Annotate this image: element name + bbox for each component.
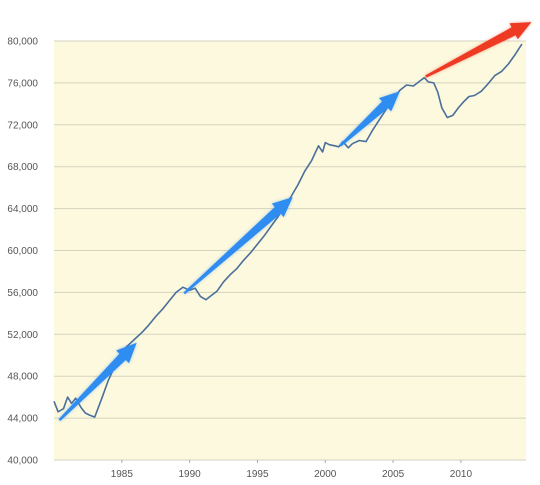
x-tick-label: 2000 <box>314 469 337 480</box>
y-tick-label: 72,000 <box>7 120 38 131</box>
y-tick-label: 76,000 <box>7 78 38 89</box>
trend-arrow <box>425 22 532 78</box>
y-tick-label: 44,000 <box>7 414 38 425</box>
x-tick-label: 1985 <box>111 469 134 480</box>
trend-arrow <box>183 197 293 295</box>
trend-arrows <box>58 22 532 421</box>
x-tick-label: 1990 <box>179 469 202 480</box>
grid <box>54 40 526 461</box>
y-tick-label: 56,000 <box>7 288 38 299</box>
x-axis-tick-labels: 1985 1990 1995 2000 2005 2010 <box>111 460 473 480</box>
y-tick-label: 52,000 <box>7 330 38 341</box>
y-tick-label: 80,000 <box>7 37 38 48</box>
trend-arrow-shape <box>339 91 400 147</box>
y-axis-tick-labels: 40,000 44,000 48,000 52,000 56,000 60,000 64,0… <box>7 37 38 467</box>
trend-arrow-shape <box>425 22 532 78</box>
y-tick-label: 68,000 <box>7 162 38 173</box>
y-tick-label: 60,000 <box>7 246 38 257</box>
y-tick-label: 40,000 <box>7 456 38 467</box>
trend-arrow-shape <box>183 197 293 295</box>
trend-arrow <box>58 342 137 421</box>
x-tick-label: 2010 <box>450 469 473 480</box>
y-tick-label: 48,000 <box>7 372 38 383</box>
trend-arrow-shape <box>58 342 137 421</box>
trend-arrow <box>339 91 400 147</box>
x-tick-label: 2005 <box>382 469 405 480</box>
y-tick-label: 64,000 <box>7 204 38 215</box>
x-tick-label: 1995 <box>246 469 269 480</box>
